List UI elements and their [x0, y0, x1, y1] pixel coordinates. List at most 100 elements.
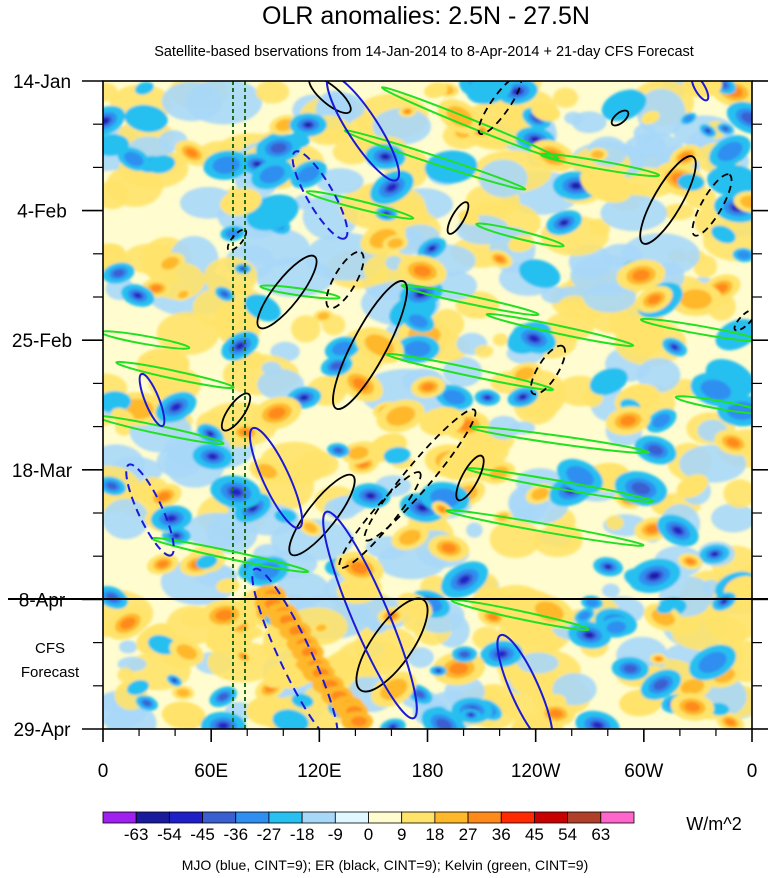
- olr-cell: [124, 151, 144, 167]
- olr-cell: [350, 562, 369, 574]
- y-tick-label: 25-Feb: [12, 331, 72, 352]
- colorbar: -63 -54 -45 -36 -27 -18 -9 0 9 18 27 36 45 54 63: [102, 811, 635, 844]
- olr-cell: [586, 633, 593, 637]
- olr-cell: [651, 573, 658, 579]
- colorbar-label: 63: [591, 825, 610, 844]
- olr-cell: [592, 722, 603, 729]
- er-contour: [332, 280, 408, 410]
- colorbar-swatch: [401, 811, 436, 824]
- kelvin-contour: [385, 352, 555, 392]
- kelvin-contour: [400, 283, 540, 317]
- olr-cell: [620, 415, 637, 426]
- olr-cell: [218, 722, 229, 729]
- olr-cell: [241, 268, 244, 270]
- mjo-contour: [291, 150, 349, 240]
- olr-cell: [532, 137, 538, 142]
- kelvin-contour: [539, 152, 661, 178]
- olr-cell: [184, 512, 248, 548]
- olr-cell: [589, 367, 628, 396]
- olr-cell: [438, 506, 446, 513]
- olr-cell: [173, 679, 176, 682]
- olr-cell: [372, 108, 431, 145]
- olr-cell: [591, 150, 604, 159]
- er-contour: [363, 408, 477, 542]
- colorbar-swatch: [301, 811, 336, 824]
- olr-cell: [166, 515, 176, 522]
- olr-cell: [495, 255, 505, 263]
- colorbar-units: W/m^2: [686, 814, 741, 834]
- olr-cell: [176, 688, 190, 697]
- olr-cell: [571, 111, 607, 134]
- olr-cell: [632, 269, 650, 281]
- olr-cell: [606, 621, 627, 634]
- olr-cell: [157, 560, 169, 568]
- olr-cell: [112, 269, 125, 277]
- colorbar-label: -45: [190, 825, 215, 844]
- olr-cell: [636, 88, 686, 137]
- olr-cell: [717, 141, 743, 162]
- olr-cell: [180, 186, 237, 219]
- olr-cell: [256, 463, 278, 479]
- olr-cell: [156, 311, 220, 355]
- olr-cell: [126, 679, 149, 696]
- olr-cell: [177, 290, 189, 299]
- olr-cell: [380, 678, 408, 700]
- er-contour: [288, 473, 356, 557]
- y-tick-label: 4-Feb: [17, 202, 67, 223]
- colorbar-swatch: [135, 811, 170, 824]
- olr-cell: [437, 670, 440, 672]
- olr-cell: [656, 602, 674, 614]
- olr-cell: [208, 432, 213, 436]
- mjo-contour: [125, 463, 175, 557]
- olr-cell: [533, 525, 583, 558]
- y-tick-label: 29-Apr: [13, 720, 71, 741]
- olr-cell: [119, 640, 138, 654]
- olr-cell: [474, 344, 494, 358]
- olr-cell: [390, 725, 396, 729]
- olr-cell: [679, 444, 747, 483]
- olr-cell: [652, 413, 671, 428]
- x-tick-label: 60W: [624, 761, 663, 782]
- olr-cell: [404, 109, 411, 114]
- colorbar-label: -9: [328, 825, 343, 844]
- olr-cell: [259, 165, 285, 184]
- er-contour: [338, 471, 422, 569]
- kelvin-contour: [259, 284, 341, 300]
- olr-cell: [578, 611, 591, 621]
- olr-cell: [702, 579, 720, 595]
- olr-cell: [275, 119, 294, 132]
- olr-cell: [561, 221, 567, 225]
- plot-area: [103, 81, 752, 729]
- olr-cell: [317, 92, 366, 123]
- olr-cell: [147, 635, 177, 655]
- olr-cell: [419, 406, 465, 436]
- colorbar-swatch: [268, 811, 303, 824]
- olr-cell: [161, 701, 206, 729]
- olr-cell: [683, 114, 694, 123]
- olr-cell: [270, 142, 287, 154]
- olr-cell: [700, 379, 732, 400]
- y-axis: 14-Jan 4-Feb 25-Feb 18-Mar 8-Apr 29-Apr: [12, 72, 768, 741]
- olr-cell: [645, 524, 660, 534]
- olr-cell: [520, 395, 525, 399]
- olr-cell: [449, 662, 469, 675]
- olr-cell: [120, 617, 136, 630]
- olr-cell: [631, 482, 651, 495]
- colorbar-label: -36: [223, 825, 248, 844]
- olr-cell: [711, 225, 736, 244]
- olr-cell: [157, 491, 171, 501]
- colorbar-swatch: [368, 811, 403, 824]
- olr-cell: [722, 126, 729, 131]
- forecast-label-line2: Forecast: [21, 664, 80, 681]
- olr-cell: [441, 543, 457, 553]
- olr-cell: [147, 155, 176, 174]
- olr-cell: [255, 162, 260, 166]
- colorbar-swatch: [467, 811, 502, 824]
- olr-cell: [382, 155, 388, 159]
- olr-cell: [647, 444, 664, 456]
- er-contour: [530, 344, 566, 396]
- olr-cell: [514, 366, 535, 382]
- olr-cell: [368, 494, 374, 498]
- y-tick-label: 18-Mar: [12, 461, 73, 482]
- kelvin-contour: [450, 598, 590, 632]
